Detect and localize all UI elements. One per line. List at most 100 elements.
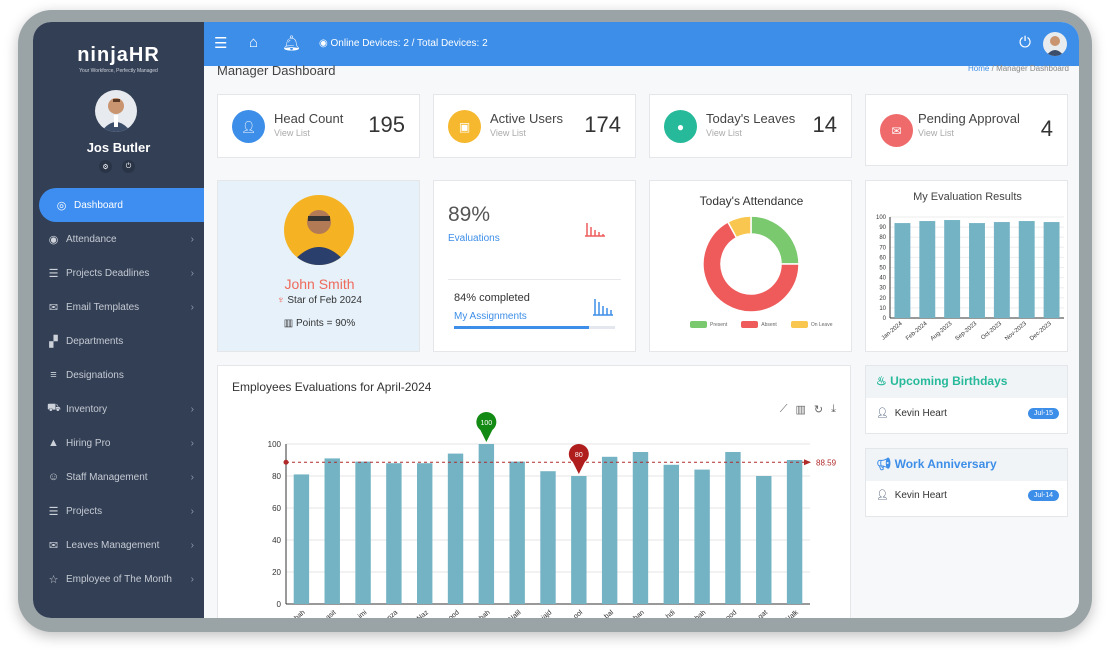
- view-list-link[interactable]: View List: [490, 128, 526, 138]
- sidebar-item-departments[interactable]: ▞ Departments: [33, 324, 204, 358]
- power-icon[interactable]: ⏻: [122, 160, 135, 173]
- chevron-right-icon: ›: [190, 471, 194, 483]
- bar: [540, 471, 556, 604]
- employee-evaluations-chart: 0 20 40 60 80 100 hah asit imi onza Naz ood hah Nalil…: [268, 412, 837, 618]
- stat-value: 174: [584, 112, 621, 137]
- logo[interactable]: ninjaHR: [77, 44, 160, 66]
- bar: [447, 453, 464, 604]
- breadcrumb-separator: /: [991, 64, 994, 73]
- birthday-item[interactable]: 👤︎ Kevin Heart: [876, 408, 947, 419]
- sidebar-item-projects[interactable]: ☰ Projects ›: [33, 494, 204, 528]
- total-devices: / Total Devices: 2: [411, 38, 488, 49]
- user-icon: 👤︎: [232, 110, 265, 143]
- bar: [786, 460, 803, 604]
- sidebar-item-label: Leaves Management: [66, 539, 160, 551]
- bar: [725, 452, 741, 604]
- evaluation-percent: 89%: [448, 203, 491, 226]
- max-marker-label: 100: [481, 420, 493, 427]
- stat-value: 14: [812, 112, 837, 137]
- x-tick-label: jajd: [540, 609, 554, 618]
- fingerprint-icon: ◉: [319, 38, 331, 49]
- bar: [601, 456, 618, 604]
- chevron-right-icon: ›: [190, 437, 194, 449]
- avatar[interactable]: [95, 90, 137, 132]
- donut-slice-present: [750, 215, 800, 265]
- refresh-icon[interactable]: ↻: [813, 404, 824, 416]
- view-list-link[interactable]: View List: [918, 128, 954, 138]
- sidebar-item-email-templates[interactable]: ✉ Email Templates ›: [33, 290, 204, 324]
- star-icon: ☆: [48, 573, 59, 586]
- anniversary-item[interactable]: 👤︎ Kevin Heart: [876, 490, 947, 501]
- settings-icon[interactable]: ⚙: [99, 160, 112, 173]
- envelope-open-icon: ✉: [48, 539, 59, 552]
- birthday-name: Kevin Heart: [894, 408, 947, 419]
- sidebar-item-employee-of-month[interactable]: ☆ Employee of The Month ›: [33, 562, 204, 596]
- bar-chart-icon[interactable]: ▥: [795, 404, 806, 416]
- evaluation-results-title: My Evaluation Results: [913, 191, 1022, 203]
- sidebar-item-designations[interactable]: ≡ Designations: [33, 358, 204, 392]
- id-card-icon: ▣: [448, 110, 481, 143]
- chevron-right-icon: ›: [190, 267, 194, 279]
- stat-card-head-count[interactable]: 👤︎ Head Count View List 195: [217, 94, 420, 158]
- line-chart-icon[interactable]: ⟋: [779, 403, 788, 415]
- y-tick-label: 80: [272, 472, 281, 481]
- average-label: 88.59: [816, 458, 837, 467]
- topbar-avatar[interactable]: [1043, 32, 1067, 56]
- sitemap-icon: ▞: [49, 335, 58, 348]
- x-tick-label: ood: [447, 609, 461, 618]
- sidebar-item-staff-management[interactable]: ☺ Staff Management ›: [33, 460, 204, 494]
- min-marker: 80: [568, 444, 589, 474]
- anniversary-name: Kevin Heart: [894, 490, 947, 501]
- stat-card-todays-leaves[interactable]: ● Today's Leaves View List 14: [649, 94, 852, 158]
- sidebar-item-hiring-pro[interactable]: ▲ Hiring Pro ›: [33, 426, 204, 460]
- stat-card-active-users[interactable]: ▣ Active Users View List 174: [433, 94, 636, 158]
- cart-icon: ⛟: [47, 402, 61, 414]
- my-assignments-link[interactable]: My Assignments: [454, 311, 527, 322]
- y-tick-label: 20: [272, 568, 281, 577]
- power-icon[interactable]: ⏻: [1019, 34, 1031, 51]
- legend-swatch-absent: [741, 321, 759, 328]
- graduation-cap-icon: ▲: [48, 437, 59, 449]
- sidebar-item-label: Inventory: [66, 403, 108, 415]
- breadcrumb-home[interactable]: Home: [968, 64, 990, 73]
- donut-slice-absent: [702, 220, 800, 313]
- x-tick-label: asit: [325, 609, 338, 618]
- view-list-link[interactable]: View List: [706, 128, 742, 138]
- star-title: Star of Feb 2024: [287, 295, 362, 306]
- legend-on-leave: On Leave: [810, 321, 833, 328]
- cake-icon: ♨: [876, 374, 891, 388]
- sidebar-item-projects-deadlines[interactable]: ☰ Projects Deadlines ›: [33, 256, 204, 290]
- bar: [386, 463, 402, 604]
- x-tick-label: hah: [694, 609, 708, 618]
- sidebar-item-leaves-management[interactable]: ✉ Leaves Management ›: [33, 528, 204, 562]
- sidebar-item-inventory[interactable]: ⛟ Inventory ›: [33, 392, 204, 426]
- employee-evaluations-title: Employees Evaluations for April-2024: [232, 380, 432, 394]
- home-icon[interactable]: ⌂: [249, 34, 259, 51]
- x-tick-label: onza: [383, 609, 399, 618]
- x-tick-label: Aug-2023: [930, 321, 954, 343]
- stat-card-pending-approval[interactable]: ✉ Pending Approval View List 4: [865, 94, 1068, 166]
- bar: [694, 469, 710, 604]
- bar: [663, 464, 679, 604]
- y-tick-label: 0: [277, 600, 282, 609]
- bell-icon[interactable]: 🔔︎: [282, 35, 302, 52]
- x-tick-label: Sep-2023: [954, 321, 978, 343]
- fingerprint-icon: ◉: [48, 233, 59, 246]
- bar: [293, 474, 310, 604]
- legend-absent: Absent: [761, 321, 777, 328]
- sidebar-item-label: Projects: [66, 505, 103, 517]
- hamburger-menu-icon[interactable]: ☰: [214, 35, 228, 52]
- download-icon[interactable]: ⤓: [831, 403, 836, 415]
- sidebar-item-attendance[interactable]: ◉ Attendance ›: [33, 222, 204, 256]
- x-tick-label: gat: [757, 609, 769, 618]
- employee-avatar-icon: [290, 210, 348, 265]
- stat-value: 4: [1040, 116, 1053, 141]
- bar: [571, 476, 587, 604]
- sidebar-item-label: Employee of The Month: [66, 573, 172, 585]
- view-list-link[interactable]: View List: [274, 128, 310, 138]
- y-tick-label: 100: [268, 440, 282, 449]
- evaluations-link[interactable]: Evaluations: [448, 233, 500, 244]
- sidebar-item-dashboard[interactable]: ◎ Dashboard: [39, 188, 204, 222]
- x-tick-label: bal: [603, 609, 615, 618]
- star-employee-card: John Smith ♆ Star of Feb 2024 ▥ Points =…: [217, 180, 420, 352]
